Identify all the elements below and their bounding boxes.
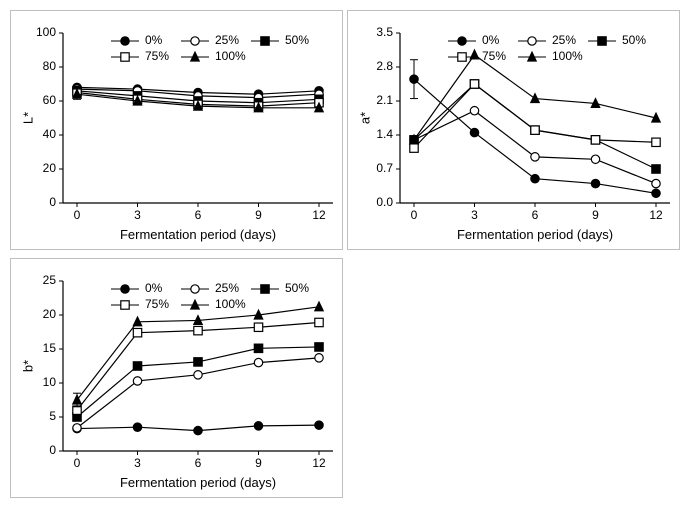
legend-label: 50% — [285, 281, 309, 295]
y-tick-label: 10 — [43, 375, 57, 389]
legend-label: 100% — [215, 49, 246, 63]
x-tick-label: 0 — [411, 208, 418, 222]
legend-label: 25% — [215, 281, 239, 295]
x-tick-label: 3 — [471, 208, 478, 222]
y-tick-label: 25 — [43, 273, 57, 287]
x-tick-label: 6 — [532, 208, 539, 222]
legend-label: 0% — [482, 33, 500, 47]
legend-label: 75% — [145, 49, 169, 63]
x-axis-label: Fermentation period (days) — [457, 227, 613, 242]
panel-b: 0 5 10 15 20 25 0 3 6 9 12 b* Fermentation period (d… — [10, 258, 343, 498]
legend-label: 50% — [622, 33, 646, 47]
chart-a: 0.0 0.7 1.4 2.1 2.8 3.5 0 3 6 9 12 a* Fermentation p… — [348, 11, 681, 251]
legend-label: 25% — [552, 33, 576, 47]
x-axis-label: Fermentation period (days) — [120, 227, 276, 242]
y-tick-label: 1.4 — [376, 127, 393, 141]
series-line — [77, 358, 319, 428]
y-axis-label: a* — [357, 112, 372, 124]
x-tick-label: 12 — [312, 208, 326, 222]
x-tick-label: 9 — [592, 208, 599, 222]
y-tick-label: 0 — [49, 443, 56, 457]
y-tick-label: 20 — [43, 307, 57, 321]
y-tick-label: 20 — [43, 161, 57, 175]
x-tick-label: 0 — [74, 208, 81, 222]
legend-label: 100% — [552, 49, 583, 63]
x-tick-label: 3 — [134, 456, 141, 470]
x-tick-label: 9 — [255, 208, 262, 222]
legend-label: 0% — [145, 281, 163, 295]
x-tick-label: 0 — [74, 456, 81, 470]
y-axis-label: L* — [20, 112, 35, 124]
x-tick-label: 6 — [195, 208, 202, 222]
x-tick-label: 12 — [649, 208, 663, 222]
legend-label: 50% — [285, 33, 309, 47]
y-tick-label: 3.5 — [376, 25, 393, 39]
y-tick-label: 40 — [43, 127, 57, 141]
legend-label: 100% — [215, 297, 246, 311]
y-tick-label: 2.1 — [376, 93, 393, 107]
chart-L: 0 20 40 60 80 100 0 3 6 9 12 L* Fermentation period … — [11, 11, 344, 251]
legend-label: 0% — [145, 33, 163, 47]
x-tick-label: 12 — [312, 456, 326, 470]
legend-label: 25% — [215, 33, 239, 47]
y-tick-label: 60 — [43, 93, 57, 107]
legend-label: 75% — [145, 297, 169, 311]
figure-root: 020406080100036912L*Fermentation period … — [0, 0, 686, 510]
x-tick-label: 9 — [255, 456, 262, 470]
y-tick-label: 0.7 — [376, 161, 393, 175]
y-axis-label: b* — [20, 360, 35, 372]
y-tick-label: 5 — [49, 409, 56, 423]
y-tick-label: 0 — [49, 195, 56, 209]
panel-a: 0.0 0.7 1.4 2.1 2.8 3.5 0 3 6 9 12 a* Fermentation p… — [347, 10, 680, 250]
x-axis-label: Fermentation period (days) — [120, 475, 276, 490]
y-tick-label: 100 — [36, 25, 56, 39]
legend-label: 75% — [482, 49, 506, 63]
chart-b: 0 5 10 15 20 25 0 3 6 9 12 b* Fermentation period (d… — [11, 259, 344, 499]
y-tick-label: 15 — [43, 341, 57, 355]
y-tick-label: 80 — [43, 59, 57, 73]
y-tick-label: 2.8 — [376, 59, 393, 73]
x-tick-label: 6 — [195, 456, 202, 470]
x-tick-label: 3 — [134, 208, 141, 222]
series-line — [414, 111, 656, 184]
panel-L: 0 20 40 60 80 100 0 3 6 9 12 L* Fermentation period … — [10, 10, 343, 250]
y-tick-label: 0.0 — [376, 195, 393, 209]
